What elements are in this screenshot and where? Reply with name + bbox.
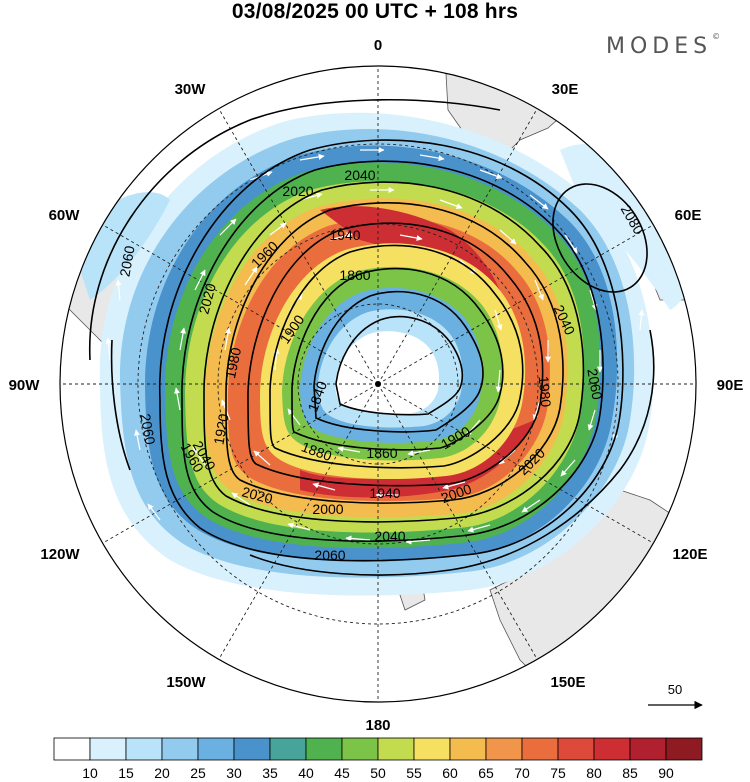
map-title: 03/08/2025 00 UTC + 108 hrs (231, 0, 519, 23)
contour-label: 2040 (344, 167, 375, 183)
contour-label: 1860 (339, 267, 370, 283)
contour-label: 2040 (374, 528, 405, 544)
wind-band-80-south (300, 420, 535, 498)
colorbar-swatch (593, 737, 631, 761)
colorbar-swatch (305, 737, 343, 761)
colorbar-label: 50 (370, 765, 386, 781)
lon-label-60e: 60E (675, 207, 702, 224)
colorbar-swatch (341, 737, 379, 761)
colorbar-swatch (125, 737, 163, 761)
colorbar-swatch (377, 737, 415, 761)
colorbar-label: 10 (82, 765, 98, 781)
colorbar-label: 70 (514, 765, 530, 781)
colorbar-label: 25 (190, 765, 206, 781)
graticule (60, 66, 696, 702)
contour-label: 2060 (137, 412, 158, 446)
colorbar-label: 40 (298, 765, 314, 781)
colorbar-swatch (269, 737, 307, 761)
logo-copyright-mark: © (712, 32, 721, 41)
contour-label: 1920 (210, 412, 231, 446)
lon-label-0: 0 (374, 37, 382, 54)
contour-label: 1980 (222, 346, 244, 380)
colorbar-swatch (413, 737, 451, 761)
lon-label-180: 180 (365, 717, 390, 734)
colorbar-label: 80 (586, 765, 602, 781)
lon-label-90e: 90E (717, 377, 744, 394)
vector-reference-label: 50 (668, 682, 682, 697)
colorbar-label: 60 (442, 765, 458, 781)
colorbar-label: 30 (226, 765, 242, 781)
colorbar-label: 15 (118, 765, 134, 781)
modes-logo: MODES© (606, 32, 721, 59)
colorbar-swatch (233, 737, 271, 761)
colorbar-label: 75 (550, 765, 566, 781)
colorbar-swatch (557, 737, 595, 761)
colorbar-swatch (89, 737, 127, 761)
colorbar-label: 65 (478, 765, 494, 781)
contour-label: 2000 (312, 501, 343, 517)
contour-label: 2060 (314, 547, 345, 563)
colorbar-swatch (53, 737, 91, 761)
lon-label-90w: 90W (9, 377, 41, 394)
contour-label: 2020 (282, 183, 313, 199)
colorbar-label: 85 (622, 765, 638, 781)
lon-label-30e: 30E (552, 81, 579, 98)
lon-label-120e: 120E (672, 546, 707, 563)
map-disc: 2040 2020 1940 1960 1860 1900 2060 2020 … (60, 66, 696, 702)
lon-label-150w: 150W (166, 674, 206, 691)
map-border (59, 65, 697, 703)
lon-label-60w: 60W (49, 207, 81, 224)
wind-speed-field (70, 112, 694, 596)
colorbar-label: 55 (406, 765, 422, 781)
contour-label: 1980 (536, 375, 555, 408)
colorbar-swatch (521, 737, 559, 761)
colorbar: 10 15 20 25 30 35 40 45 50 55 60 65 70 75 80 85 90 (53, 737, 703, 781)
lon-label-150e: 150E (550, 674, 585, 691)
colorbar-label: 20 (154, 765, 170, 781)
logo-text: MODES (606, 34, 713, 59)
lon-label-120w: 120W (40, 546, 80, 563)
contour-label: 2060 (116, 244, 137, 278)
longitude-labels: 0 30E 60E 90E 120E 150E 180 150W 120W 90… (9, 37, 744, 734)
colorbar-label: 45 (334, 765, 350, 781)
contour-label: 2020 (195, 281, 219, 315)
contour-label: 1940 (329, 227, 360, 243)
colorbar-swatch (161, 737, 199, 761)
colorbar-swatch (629, 737, 667, 761)
vector-reference: 50 (648, 682, 703, 710)
colorbar-label: 35 (262, 765, 278, 781)
contour-label: 2060 (584, 367, 605, 401)
colorbar-swatch (449, 737, 487, 761)
height-contours (88, 98, 655, 576)
north-pole-marker (375, 381, 381, 387)
colorbar-swatch (485, 737, 523, 761)
contour-label: 2020 (240, 483, 274, 507)
colorbar-swatch (665, 737, 703, 761)
wind-band-10-core (335, 331, 440, 414)
lon-label-30w: 30W (175, 81, 207, 98)
colorbar-swatch (197, 737, 235, 761)
contour-label: 1860 (366, 445, 397, 461)
colorbar-label: 90 (658, 765, 674, 781)
contour-label: 1940 (369, 485, 400, 501)
